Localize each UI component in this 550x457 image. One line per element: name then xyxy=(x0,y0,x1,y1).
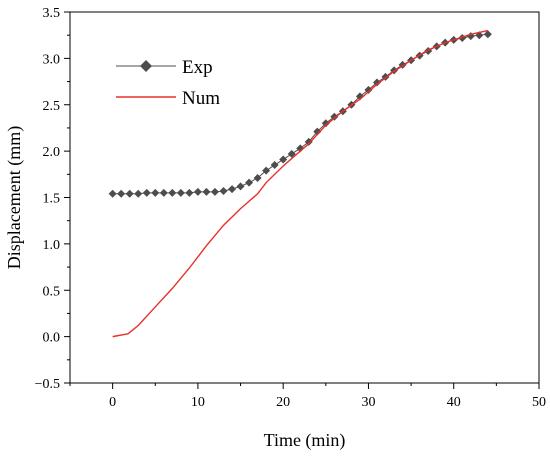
series-exp-point xyxy=(483,30,492,39)
y-tick-label: 1.5 xyxy=(43,192,61,207)
y-tick-label: 3.0 xyxy=(43,52,61,67)
series-exp-point xyxy=(262,166,271,175)
legend-exp-marker-icon xyxy=(140,60,152,72)
series-exp-point xyxy=(330,112,339,121)
series-exp-point xyxy=(279,155,288,164)
legend: Exp Num xyxy=(116,57,220,109)
series-exp-point xyxy=(253,174,262,183)
series-exp-point xyxy=(245,178,254,187)
series-exp-point xyxy=(372,78,381,87)
series-exp-point xyxy=(193,187,202,196)
series-exp-point xyxy=(168,188,177,197)
y-tick-label: 0.0 xyxy=(43,331,61,346)
x-tick-label: 50 xyxy=(532,395,546,410)
series-exp-point xyxy=(304,137,313,146)
series-exp-point xyxy=(151,188,160,197)
series-exp-point xyxy=(219,187,228,196)
series-exp-point xyxy=(159,188,168,197)
y-tick-label: 0.5 xyxy=(43,284,61,299)
series-exp-point xyxy=(185,188,194,197)
series-exp-point xyxy=(313,127,322,136)
series-exp-point xyxy=(176,188,185,197)
series-exp-point xyxy=(210,187,219,196)
y-tick-label: 2.5 xyxy=(43,99,61,114)
series-exp-line xyxy=(112,33,488,195)
x-tick-label: 0 xyxy=(109,395,116,410)
series-exp-point xyxy=(364,85,373,94)
x-tick-label: 20 xyxy=(276,395,290,410)
series-num-line xyxy=(112,29,488,338)
series-exp-point xyxy=(202,187,211,196)
y-axis-title: Displacement (mm) xyxy=(4,126,25,269)
legend-exp-label: Exp xyxy=(182,57,213,78)
series-exp-point xyxy=(142,188,151,197)
plot-frame xyxy=(69,11,540,384)
series-exp-point xyxy=(296,144,305,153)
series-exp-point xyxy=(355,92,364,101)
series-exp-point xyxy=(270,161,279,170)
legend-num-label: Num xyxy=(182,88,220,109)
y-tick-label: −0.5 xyxy=(35,377,60,392)
x-tick-label: 30 xyxy=(361,395,375,410)
y-tick-label: 1.0 xyxy=(43,238,61,253)
series-exp-point xyxy=(134,189,143,198)
series-exp-point xyxy=(236,182,245,191)
y-tick-label: 3.5 xyxy=(43,6,61,21)
y-tick-label: 2.0 xyxy=(43,145,61,160)
series-exp-point xyxy=(321,119,330,128)
series-exp-point xyxy=(108,189,117,198)
series-exp-point xyxy=(228,185,237,194)
series-exp-point xyxy=(125,189,134,198)
x-tick-label: 40 xyxy=(447,395,461,410)
x-tick-label: 10 xyxy=(191,395,205,410)
x-axis-title: Time (min) xyxy=(264,430,346,451)
series-exp-point xyxy=(117,189,126,198)
